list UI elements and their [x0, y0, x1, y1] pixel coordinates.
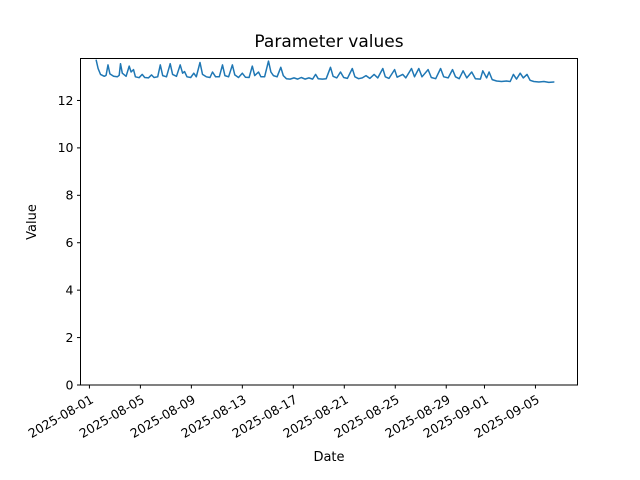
ticks-layer: 2025-08-012025-08-052025-08-092025-08-13…	[25, 93, 541, 441]
plot-area	[80, 58, 578, 386]
y-tick-label: 8	[66, 188, 74, 203]
y-axis-label: Value	[25, 204, 40, 240]
y-tick-label: 12	[58, 93, 74, 108]
y-tick-label: 10	[58, 140, 74, 155]
y-tick-label: 4	[66, 282, 74, 297]
chart-title: Parameter values	[254, 32, 403, 52]
y-tick-label: 6	[66, 235, 74, 250]
y-tick-label: 2	[66, 330, 74, 345]
series-layer	[95, 59, 555, 84]
series-line	[95, 59, 555, 84]
x-axis-label: Date	[313, 450, 344, 465]
y-tick-label: 0	[66, 377, 74, 392]
